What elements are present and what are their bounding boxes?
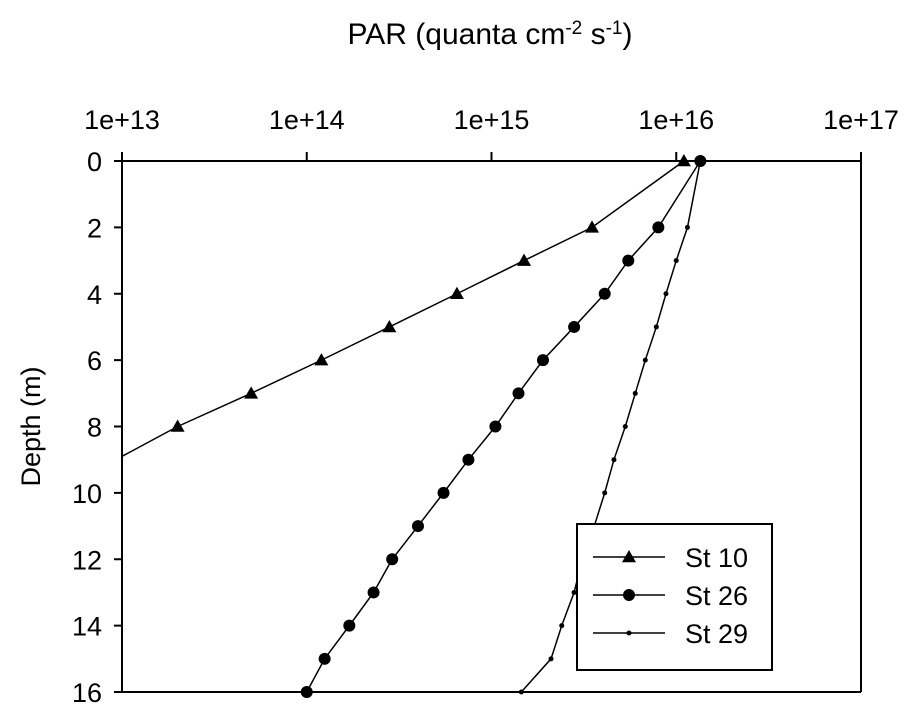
series-layer — [122, 154, 707, 698]
y-tick-label: 8 — [87, 413, 102, 443]
y-tick-label: 10 — [72, 479, 102, 509]
dot-marker — [697, 158, 703, 164]
y-tick-label: 14 — [72, 612, 102, 642]
circle-marker — [367, 586, 380, 599]
dot-marker — [684, 224, 690, 230]
legend-label: St 10 — [685, 543, 748, 573]
series-line — [520, 160, 702, 693]
x-tick-label: 1e+16 — [638, 105, 714, 135]
circle-marker — [652, 221, 665, 234]
circle-marker — [411, 520, 424, 533]
triangle-marker — [622, 550, 636, 563]
dot-marker — [622, 424, 628, 429]
legend-box — [576, 523, 773, 671]
dot-marker — [632, 390, 638, 396]
y-axis-label: Depth (m) — [16, 366, 46, 486]
dot-marker — [673, 258, 679, 264]
triangle-marker — [170, 419, 185, 432]
dot-marker — [663, 291, 669, 297]
series-st-26 — [300, 155, 707, 698]
dot-marker — [559, 623, 565, 629]
circle-marker — [536, 354, 549, 367]
y-tick-label: 6 — [87, 346, 102, 376]
y-tick-label: 16 — [72, 678, 102, 708]
dot-marker — [602, 490, 608, 496]
circle-marker — [598, 287, 611, 300]
chart-title: PAR (quanta cm-2 s-1) — [347, 18, 632, 52]
legend-label: St 29 — [685, 619, 748, 649]
circle-marker — [318, 652, 331, 665]
legend-label: St 26 — [685, 581, 748, 611]
series-line — [306, 160, 701, 693]
triangle-marker — [244, 386, 259, 399]
dot-marker — [642, 357, 648, 363]
triangle-marker — [585, 220, 600, 233]
dot-marker — [571, 589, 577, 595]
y-tick-label: 2 — [87, 213, 102, 243]
circle-marker — [623, 589, 635, 601]
circle-marker — [300, 686, 313, 698]
dot-marker — [518, 689, 524, 695]
x-tick-label: 1e+14 — [269, 105, 345, 135]
dot-marker — [653, 324, 659, 330]
dot-marker — [611, 457, 617, 463]
x-tick-label: 1e+13 — [84, 105, 160, 135]
y-tick-label: 12 — [72, 545, 102, 575]
triangle-marker — [382, 319, 397, 333]
triangle-marker — [517, 253, 532, 266]
y-tick-label: 0 — [87, 147, 102, 177]
circle-marker — [386, 553, 399, 566]
circle-marker — [343, 619, 356, 632]
series-st-10 — [122, 154, 691, 458]
triangle-marker — [676, 154, 691, 167]
x-tick-label: 1e+15 — [454, 105, 530, 135]
circle-marker — [622, 254, 635, 267]
circle-marker — [437, 486, 450, 499]
axes: 1e+13 1e+14 1e+15 1e+16 1e+17 0 2 4 6 8 10 12 14 16 — [72, 105, 899, 708]
circle-marker — [568, 320, 581, 333]
circle-marker — [512, 387, 525, 400]
dot-marker — [626, 630, 632, 636]
series-line — [122, 160, 685, 458]
y-tick-label: 4 — [87, 280, 102, 310]
circle-marker — [462, 453, 475, 466]
triangle-marker — [449, 286, 464, 299]
triangle-marker — [314, 353, 329, 366]
circle-marker — [489, 420, 502, 433]
dot-marker — [548, 656, 554, 662]
x-tick-label: 1e+17 — [823, 105, 899, 135]
legend: St 10 St 26 St 29 — [576, 523, 773, 671]
